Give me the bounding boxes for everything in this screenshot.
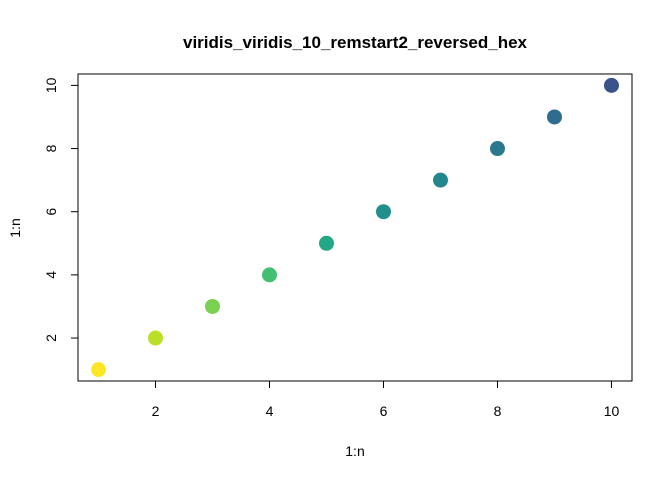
- x-tick-label: 6: [380, 403, 388, 419]
- x-tick-label: 4: [266, 403, 274, 419]
- data-point: [319, 235, 335, 251]
- data-point: [432, 172, 448, 188]
- x-tick-label: 10: [604, 403, 620, 419]
- data-point: [91, 362, 107, 378]
- data-point: [546, 109, 562, 125]
- plot-frame: [77, 73, 633, 382]
- y-axis: 2 4 6 8 10: [43, 77, 78, 342]
- data-point: [603, 77, 619, 93]
- y-tick-label: 2: [43, 334, 59, 342]
- x-tick-label: 8: [494, 403, 502, 419]
- data-point: [375, 204, 391, 220]
- data-point: [148, 330, 164, 346]
- y-tick-label: 10: [43, 77, 59, 93]
- chart-title: viridis_viridis_10_remstart2_reversed_he…: [183, 33, 528, 52]
- x-axis-label: 1:n: [345, 443, 364, 459]
- data-points: [91, 77, 619, 378]
- data-point: [205, 298, 221, 314]
- y-axis-label: 1:n: [7, 218, 23, 237]
- y-tick-label: 4: [43, 271, 59, 279]
- x-axis: 2 4 6 8 10: [152, 381, 620, 419]
- y-tick-label: 8: [43, 144, 59, 152]
- y-tick-label: 6: [43, 208, 59, 216]
- x-tick-label: 2: [152, 403, 160, 419]
- data-point: [489, 141, 505, 157]
- data-point: [262, 267, 278, 283]
